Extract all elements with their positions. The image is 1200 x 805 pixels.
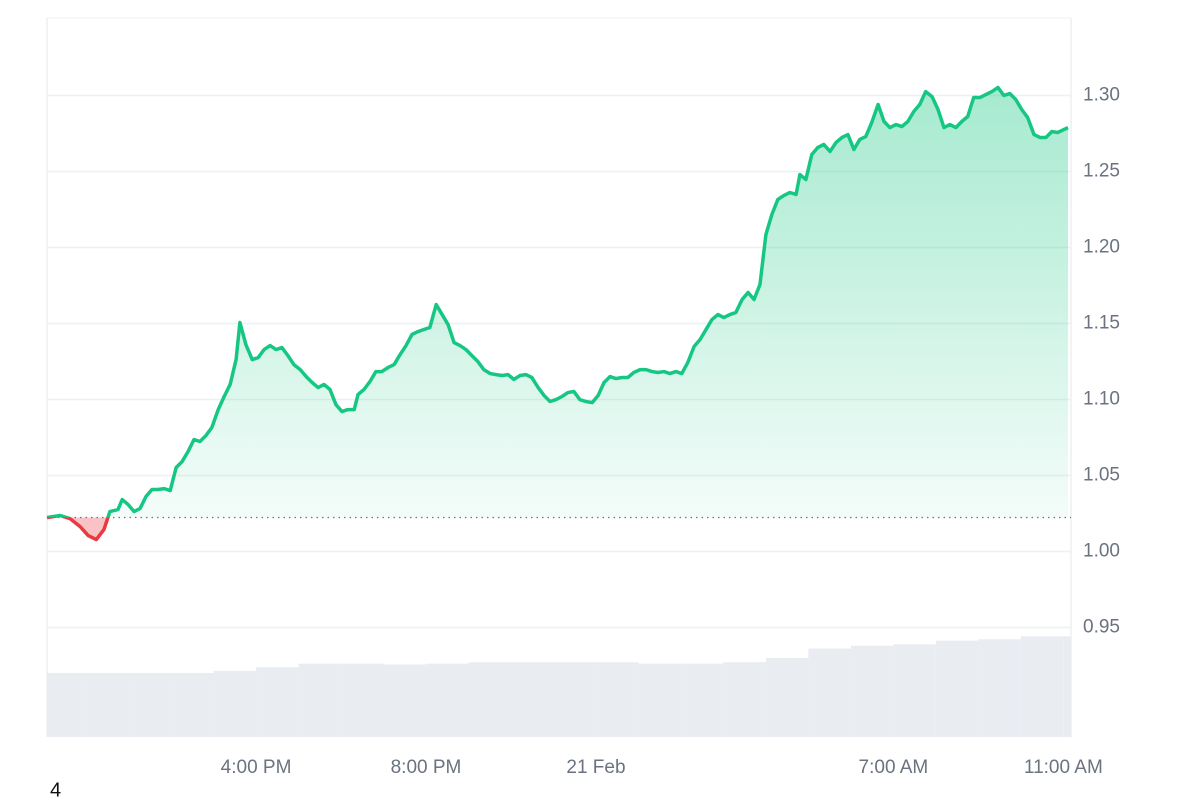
volume-bar (893, 644, 936, 737)
y-tick-label: 0.95 (1083, 617, 1120, 638)
volume-bar (171, 673, 214, 737)
volume-bar (510, 662, 554, 737)
y-tick-label: 1.15 (1083, 313, 1120, 334)
volume-bar (553, 662, 596, 737)
volume-bar (638, 663, 681, 737)
y-tick-label: 1.20 (1083, 237, 1120, 258)
volume-bar (426, 663, 469, 737)
y-tick-label: 1.25 (1083, 161, 1120, 182)
volume-bar (128, 673, 172, 737)
volume-bar (256, 667, 299, 737)
x-tick-label: 21 Feb (566, 757, 625, 778)
y-tick-label: 1.10 (1083, 389, 1120, 410)
volume-bar (86, 673, 129, 737)
volume-bar (978, 639, 1021, 737)
price-line-up (46, 85, 1069, 518)
volume-bar (723, 662, 766, 737)
volume-bar (765, 657, 809, 737)
x-tick-label: 8:00 PM (391, 757, 462, 778)
volume-bar (47, 673, 87, 737)
x-tick-label: 11:00 AM (1024, 757, 1103, 778)
y-tick-label: 1.30 (1083, 85, 1120, 106)
volume-bar (341, 663, 384, 737)
footnote: 4 (50, 779, 61, 800)
y-tick-label: 1.00 (1083, 541, 1120, 562)
volume-bar (850, 645, 894, 737)
volume-bar (595, 662, 639, 737)
x-tick-label: 7:00 AM (859, 757, 929, 778)
volume-bar (298, 663, 342, 737)
volume-bar (1063, 636, 1071, 737)
volume-bar (1020, 636, 1064, 737)
volume-bar (808, 648, 851, 737)
volume-bar (935, 640, 979, 737)
volume-bar (213, 670, 257, 737)
area-above-open (47, 87, 1069, 518)
volume-bar (468, 662, 511, 737)
volume-bar (383, 664, 427, 737)
volume-bar (680, 663, 724, 737)
x-tick-label: 4:00 PM (221, 757, 292, 778)
y-tick-label: 1.05 (1083, 465, 1120, 486)
